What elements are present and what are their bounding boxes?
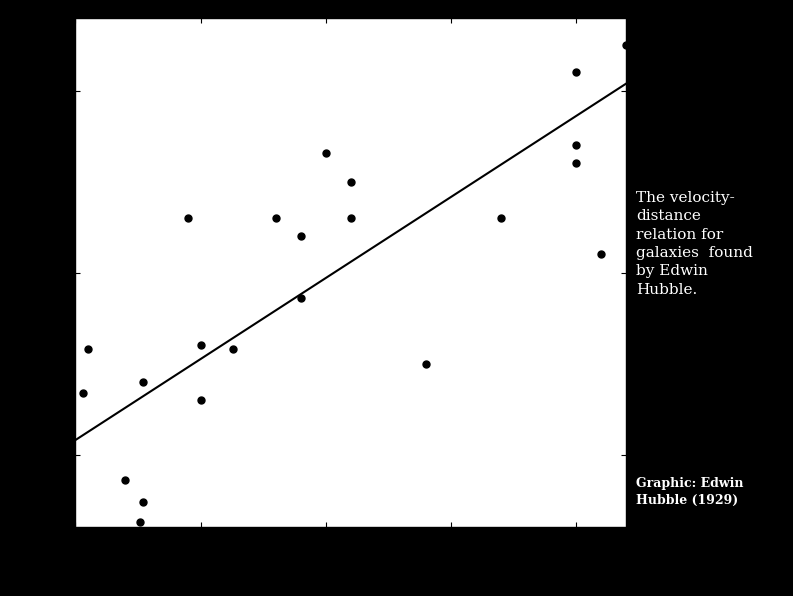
Point [294,293,307,303]
Point [136,377,149,387]
Point [270,213,282,223]
Point [194,341,207,350]
Point [82,344,94,354]
Point [344,177,357,187]
Point [136,497,149,507]
Point [570,159,583,168]
Point [570,68,583,77]
Point [119,476,132,485]
Point [227,344,239,354]
Point [320,148,332,157]
Y-axis label: Velocity [km/sec]: Velocity [km/sec] [8,195,26,350]
Point [76,388,89,398]
Point [419,359,432,368]
X-axis label: Distance [Mpc]: Distance [Mpc] [282,552,420,570]
Text: The velocity-
distance
relation for
galaxies  found
by Edwin
Hubble.: The velocity- distance relation for gala… [636,191,753,297]
Point [570,141,583,150]
Point [344,213,357,223]
Point [495,213,508,223]
Point [294,231,307,241]
Text: Graphic: Edwin
Hubble (1929): Graphic: Edwin Hubble (1929) [636,477,744,507]
Point [182,213,194,223]
Point [620,41,633,50]
Point [595,250,607,259]
Point [194,395,207,405]
Point [134,517,147,527]
